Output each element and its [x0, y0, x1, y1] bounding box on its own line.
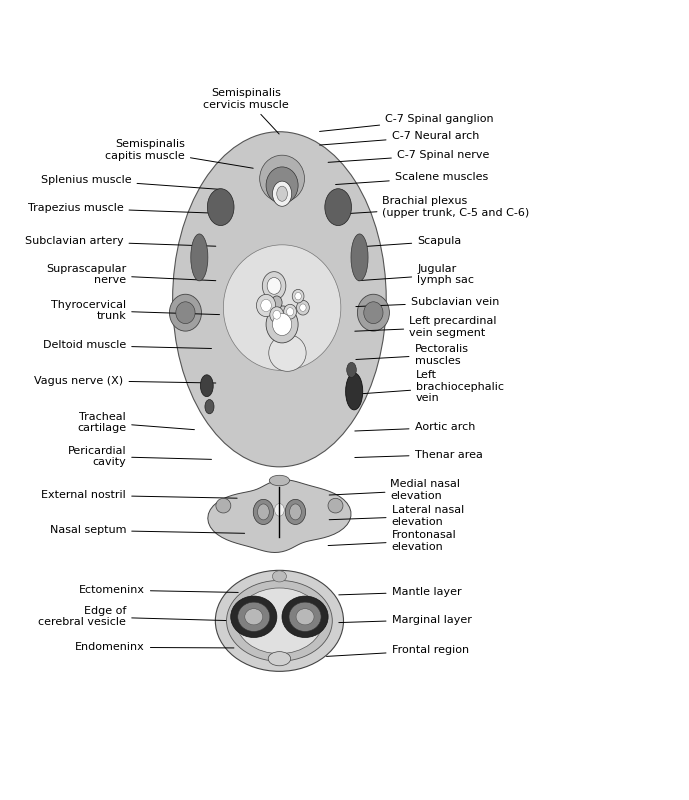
Text: C-7 Spinal ganglion: C-7 Spinal ganglion — [320, 114, 494, 131]
Ellipse shape — [277, 186, 287, 202]
Text: Jugular
lymph sac: Jugular lymph sac — [358, 264, 474, 286]
Text: Left
brachiocephalic
vein: Left brachiocephalic vein — [358, 370, 504, 403]
Circle shape — [292, 290, 304, 303]
Text: Endomeninx: Endomeninx — [75, 642, 234, 652]
Text: Marginal layer: Marginal layer — [339, 614, 471, 625]
Ellipse shape — [216, 498, 231, 513]
Ellipse shape — [289, 504, 301, 520]
Text: Nasal septum: Nasal septum — [50, 526, 245, 535]
Ellipse shape — [263, 272, 286, 300]
Text: Deltoid muscle: Deltoid muscle — [43, 341, 212, 350]
Ellipse shape — [351, 234, 368, 281]
Ellipse shape — [207, 189, 234, 226]
Circle shape — [261, 299, 271, 311]
Ellipse shape — [282, 596, 328, 638]
Ellipse shape — [173, 132, 387, 467]
Circle shape — [287, 308, 294, 316]
Text: Suprascapular
nerve: Suprascapular nerve — [46, 264, 216, 286]
Text: C-7 Spinal nerve: C-7 Spinal nerve — [328, 150, 489, 162]
Text: Ectomeninx: Ectomeninx — [79, 585, 238, 595]
Text: Lateral nasal
elevation: Lateral nasal elevation — [329, 506, 464, 527]
Text: Semispinalis
capitis muscle: Semispinalis capitis muscle — [105, 139, 253, 168]
Ellipse shape — [267, 278, 281, 294]
Ellipse shape — [254, 499, 274, 525]
Ellipse shape — [227, 581, 332, 662]
Text: C-7 Neural arch: C-7 Neural arch — [320, 131, 479, 145]
Text: Pectoralis
muscles: Pectoralis muscles — [356, 344, 469, 366]
Ellipse shape — [296, 609, 314, 625]
Text: Left precardinal
vein segment: Left precardinal vein segment — [355, 316, 497, 338]
Ellipse shape — [205, 399, 214, 414]
Circle shape — [256, 294, 276, 317]
Ellipse shape — [260, 155, 305, 202]
Ellipse shape — [269, 334, 306, 371]
Ellipse shape — [238, 602, 270, 631]
Circle shape — [270, 306, 284, 323]
Text: Subclavian artery: Subclavian artery — [25, 236, 216, 246]
Ellipse shape — [289, 602, 321, 631]
Circle shape — [272, 314, 291, 335]
Text: Splenius muscle: Splenius muscle — [41, 174, 221, 190]
Ellipse shape — [285, 499, 306, 525]
Ellipse shape — [191, 234, 208, 281]
Text: Tracheal
cartilage: Tracheal cartilage — [77, 412, 194, 434]
Ellipse shape — [258, 504, 269, 520]
Polygon shape — [208, 480, 351, 553]
Circle shape — [266, 306, 298, 343]
Text: Semispinalis
cervicis muscle: Semispinalis cervicis muscle — [203, 88, 289, 134]
Text: Medial nasal
elevation: Medial nasal elevation — [329, 479, 460, 501]
Ellipse shape — [269, 475, 289, 486]
Ellipse shape — [325, 189, 351, 226]
Ellipse shape — [216, 570, 344, 671]
Ellipse shape — [176, 302, 195, 323]
Ellipse shape — [200, 375, 213, 397]
Circle shape — [296, 300, 309, 315]
Circle shape — [300, 304, 306, 311]
Text: Brachial plexus
(upper trunk, C-5 and C-6): Brachial plexus (upper trunk, C-5 and C-… — [339, 196, 530, 218]
Ellipse shape — [266, 167, 298, 204]
Circle shape — [273, 310, 280, 319]
Text: Scalene muscles: Scalene muscles — [336, 172, 488, 185]
Ellipse shape — [275, 503, 285, 516]
Text: Vagus nerve (X): Vagus nerve (X) — [34, 375, 216, 386]
Ellipse shape — [271, 296, 282, 310]
Ellipse shape — [223, 245, 341, 370]
Ellipse shape — [231, 596, 277, 638]
Ellipse shape — [328, 498, 343, 513]
Ellipse shape — [245, 609, 263, 625]
Text: Mantle layer: Mantle layer — [339, 587, 461, 597]
Text: Thenar area: Thenar area — [355, 450, 482, 459]
Ellipse shape — [347, 362, 356, 378]
Ellipse shape — [268, 652, 291, 666]
Ellipse shape — [272, 571, 287, 582]
Text: Edge of
cerebral vesicle: Edge of cerebral vesicle — [39, 606, 234, 627]
Ellipse shape — [364, 302, 383, 323]
Ellipse shape — [272, 181, 291, 206]
Text: External nostril: External nostril — [41, 490, 237, 500]
Ellipse shape — [346, 373, 362, 410]
Text: Aortic arch: Aortic arch — [355, 422, 475, 433]
Text: Pericardial
cavity: Pericardial cavity — [68, 446, 212, 467]
Ellipse shape — [236, 588, 322, 654]
Circle shape — [295, 293, 301, 300]
Ellipse shape — [169, 294, 201, 331]
Text: Thyrocervical
trunk: Thyrocervical trunk — [51, 299, 220, 321]
Text: Frontonasal
elevation: Frontonasal elevation — [328, 530, 456, 551]
Ellipse shape — [358, 294, 389, 331]
Circle shape — [284, 304, 296, 319]
Text: Subclavian vein: Subclavian vein — [356, 298, 499, 307]
Text: Frontal region: Frontal region — [327, 646, 469, 656]
Text: Trapezius muscle: Trapezius muscle — [28, 203, 209, 213]
Text: Scapula: Scapula — [361, 236, 462, 246]
